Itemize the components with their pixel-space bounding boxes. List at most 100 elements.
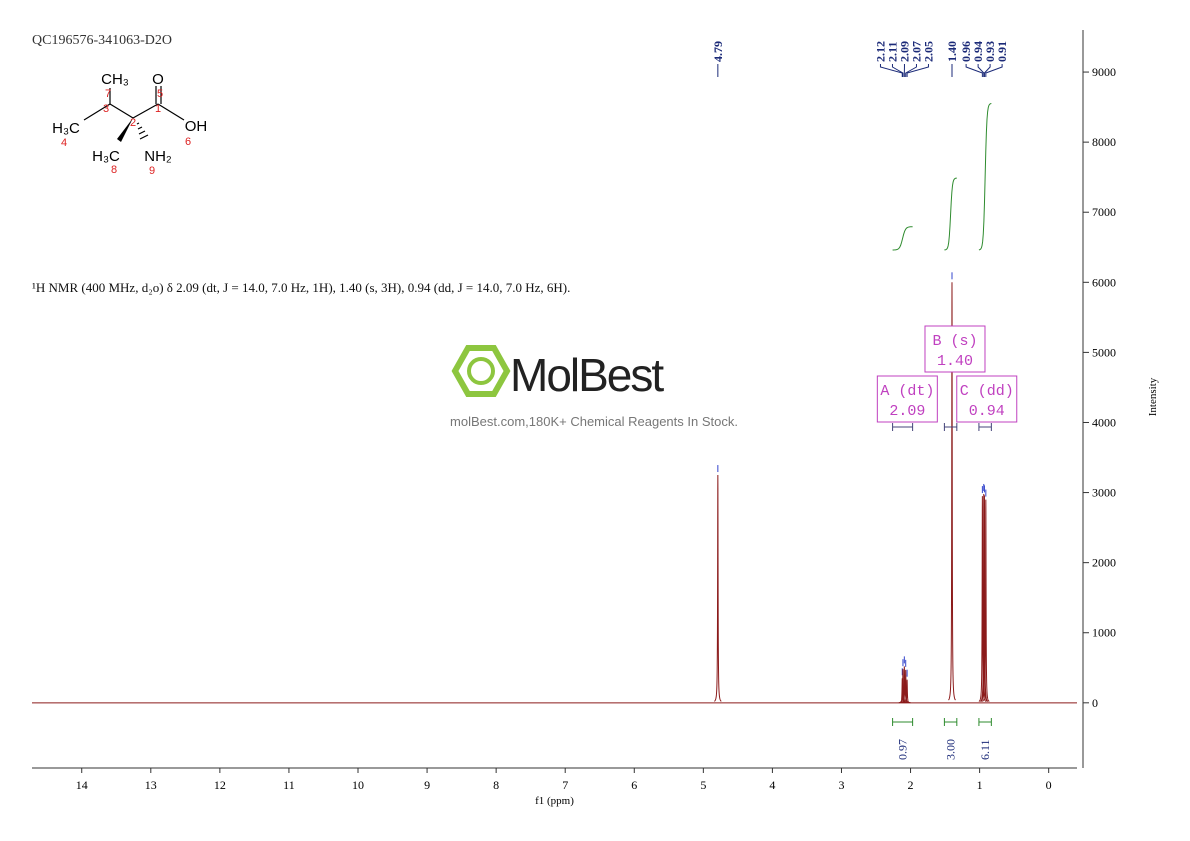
atom-label: NH₂ — [144, 148, 172, 165]
peak-label-connector — [905, 64, 917, 77]
y-tick-label: 0 — [1092, 696, 1098, 710]
multiplet-name: C (dd) — [960, 383, 1014, 400]
integral-curve — [892, 226, 913, 251]
peak-label: 2.05 — [921, 41, 935, 62]
integral-curve — [944, 177, 957, 251]
peak-label-connector — [983, 64, 991, 77]
wedge-bond — [117, 118, 133, 142]
x-tick-label: 4 — [769, 778, 775, 792]
integral-curve — [978, 103, 992, 251]
multiplet-box — [924, 325, 986, 373]
y-tick-label: 6000 — [1092, 275, 1116, 289]
x-tick-label: 7 — [562, 778, 568, 792]
peak-label: 0.91 — [995, 41, 1009, 62]
watermark-brand: MolBest — [510, 349, 664, 401]
x-tick-label: 13 — [145, 778, 157, 792]
peak-label-connector — [891, 64, 904, 77]
x-tick-label: 6 — [631, 778, 637, 792]
multiplet-name: B (s) — [932, 333, 977, 350]
x-axis-label: f1 (ppm) — [535, 795, 574, 807]
atom-label: O — [152, 71, 164, 88]
peak-label: 2.12 — [873, 41, 887, 62]
multiplet-range — [892, 423, 914, 431]
x-tick-label: 5 — [700, 778, 706, 792]
integral-label: 6.11 — [978, 739, 992, 760]
x-tick-label: 9 — [424, 778, 430, 792]
x-tick-label: 1 — [977, 778, 983, 792]
atom-number: 9 — [149, 165, 155, 177]
peak — [980, 495, 989, 702]
x-tick-label: 14 — [76, 778, 88, 792]
multiplet-shift: 1.40 — [937, 353, 973, 370]
peak-label-connector — [965, 64, 983, 77]
atom-label: H₃C — [52, 120, 80, 137]
x-tick-label: 11 — [283, 778, 295, 792]
watermark-tagline: molBest.com,180K+ Chemical Reagents In S… — [450, 414, 738, 429]
peak-label: 0.93 — [983, 41, 997, 62]
peak — [903, 679, 911, 704]
x-tick-label: 0 — [1046, 778, 1052, 792]
atom-number: 6 — [185, 136, 191, 148]
x-tick-label: 3 — [838, 778, 844, 792]
molecule-bonds — [83, 86, 185, 140]
integral-label: 3.00 — [944, 739, 958, 760]
y-tick-label: 2000 — [1092, 556, 1116, 570]
y-tick-label: 5000 — [1092, 345, 1116, 359]
atom-label: H₃C — [92, 148, 120, 165]
atom-label: OH — [185, 118, 208, 135]
atom-number: 5 — [157, 88, 163, 100]
x-tick-label: 2 — [908, 778, 914, 792]
integral-label: 0.97 — [896, 739, 910, 760]
peak-label: 4.79 — [711, 41, 725, 62]
peak — [900, 666, 908, 704]
watermark-logo — [451, 345, 511, 397]
y-tick-label: 8000 — [1092, 135, 1116, 149]
sample-title: QC196576-341063-D2O — [32, 33, 172, 48]
x-tick-label: 10 — [352, 778, 364, 792]
multiplet-range — [978, 423, 992, 431]
y-axis-label: Intensity — [1147, 377, 1159, 416]
peak — [982, 499, 990, 702]
x-tick-label: 8 — [493, 778, 499, 792]
nmr-description: ¹H NMR (400 MHz, d₂o) δ 2.09 (dt, J = 14… — [32, 280, 571, 295]
atom-number: 7 — [105, 88, 111, 100]
multiplet-box — [956, 375, 1018, 423]
multiplet-shift: 0.94 — [969, 403, 1005, 420]
integral-bar — [978, 718, 992, 726]
atom-number: 2 — [130, 117, 136, 129]
peak — [948, 282, 956, 701]
y-tick-label: 9000 — [1092, 65, 1116, 79]
atom-number: 1 — [155, 103, 161, 115]
y-tick-label: 3000 — [1092, 486, 1116, 500]
peak — [980, 493, 988, 702]
peak — [902, 669, 910, 704]
peak-label: 1.40 — [945, 41, 959, 62]
peak-label: 0.94 — [971, 41, 985, 62]
x-tick-label: 12 — [214, 778, 226, 792]
peak-label: 2.07 — [909, 41, 923, 62]
y-tick-label: 1000 — [1092, 626, 1116, 640]
peak-label: 0.96 — [959, 41, 973, 62]
peak-label-connector — [985, 64, 1003, 77]
atom-label: CH₃ — [101, 71, 129, 88]
multiplet-range — [943, 423, 958, 431]
y-tick-label: 7000 — [1092, 205, 1116, 219]
multiplet-shift: 2.09 — [889, 403, 925, 420]
integral-bar — [892, 718, 914, 726]
peak-label-connector — [906, 64, 929, 77]
integral-bar — [943, 718, 958, 726]
peak-label-connector — [879, 64, 903, 77]
atom-number: 8 — [111, 164, 117, 176]
atom-number: 4 — [61, 137, 67, 149]
peak-label: 2.11 — [885, 42, 899, 62]
multiplet-name: A (dt) — [880, 383, 934, 400]
peak — [714, 475, 722, 702]
y-tick-label: 4000 — [1092, 415, 1116, 429]
peak — [978, 496, 987, 702]
peak-label-connector — [977, 64, 985, 77]
peak-label: 2.09 — [897, 41, 911, 62]
multiplet-box — [876, 375, 938, 423]
atom-number: 3 — [103, 103, 109, 115]
